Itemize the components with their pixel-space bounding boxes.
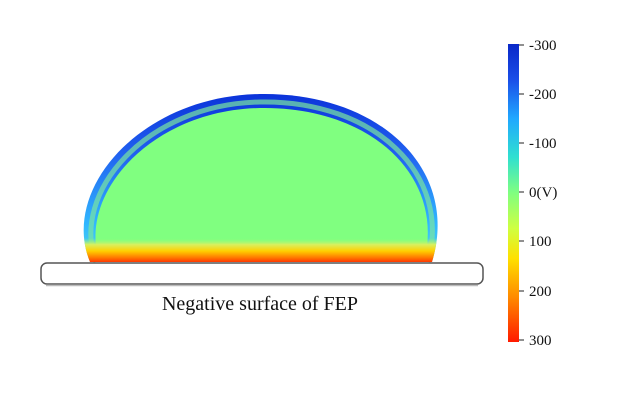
droplet-transition-ring [88,99,435,263]
fep-substrate [40,262,484,285]
droplet-interface-layer [83,238,438,262]
colorbar-tick-label: -100 [529,136,557,152]
colorbar-tick-label: 100 [529,234,552,250]
colorbar-tick-label: 200 [529,284,552,300]
droplet-bulk [95,107,428,262]
colorbar-scale [508,44,519,342]
colorbar-tick-label: 300 [529,333,552,349]
colorbar-tick-label: 0(V) [529,185,557,201]
colorbar-ticks [519,44,524,341]
colorbar-tick-label: -300 [529,38,557,54]
colorbar-tick-label: -200 [529,87,557,103]
colorbar: -300 -200 -100 0(V) 100 200 300 [508,38,557,349]
droplet [83,93,438,263]
caption: Negative surface of FEP [162,293,358,315]
